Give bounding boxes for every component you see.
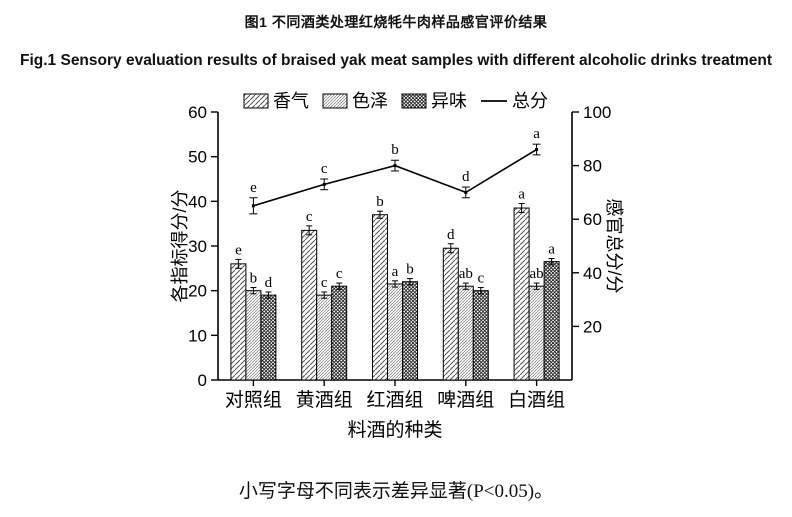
left-tick-label: 0: [198, 371, 207, 390]
legend-label-香气: 香气: [273, 91, 309, 111]
right-tick-label: 20: [583, 317, 602, 336]
bar-异味: [331, 285, 348, 381]
bar-色泽: [387, 283, 403, 381]
sig-letter-total: b: [391, 142, 399, 158]
sig-letter-异味: b: [406, 262, 414, 278]
legend-label-异味: 异味: [431, 91, 467, 111]
category-label: 啤酒组: [437, 389, 494, 411]
sig-letter-色泽: b: [250, 271, 258, 287]
sig-letter-香气: e: [235, 242, 242, 258]
line-marker: [251, 204, 255, 208]
sig-letter-异味: d: [265, 275, 273, 291]
left-tick-label: 60: [188, 103, 207, 122]
line-marker: [393, 164, 397, 168]
sig-letter-色泽: c: [321, 275, 328, 291]
x-axis-title: 料酒的种类: [347, 419, 442, 441]
sig-letter-香气: a: [518, 187, 525, 203]
right-tick-label: 100: [583, 103, 611, 122]
sig-letter-异味: c: [477, 271, 484, 287]
left-tick-label: 40: [188, 192, 207, 211]
sig-letter-total: a: [533, 126, 540, 142]
bar-异味: [402, 281, 418, 381]
legend-swatch-香气: [243, 93, 269, 109]
figure-title-en: Fig.1 Sensory evaluation results of brai…: [20, 52, 772, 69]
bar-色泽: [457, 285, 474, 381]
sig-letter-色泽: ab: [530, 266, 544, 282]
left-tick-label: 30: [188, 237, 207, 256]
sig-letter-色泽: ab: [459, 266, 473, 282]
left-tick-label: 50: [188, 148, 207, 167]
category-label: 白酒组: [508, 389, 565, 411]
legend-swatch-色泽: [322, 93, 348, 109]
left-tick-label: 10: [188, 326, 207, 345]
sig-letter-total: c: [321, 161, 328, 177]
bar-色泽: [528, 285, 545, 381]
category-label: 黄酒组: [296, 389, 353, 411]
left-tick-label: 20: [188, 282, 207, 301]
bar-色泽: [245, 290, 262, 381]
legend-label-色泽: 色泽: [352, 91, 388, 111]
sig-letter-异味: c: [336, 266, 343, 282]
bar-香气: [230, 263, 247, 381]
legend-label-total: 总分: [512, 91, 548, 111]
right-tick-label: 40: [583, 264, 602, 283]
left-axis-title: 各指标得分/分: [170, 189, 190, 302]
sig-letter-香气: d: [447, 227, 455, 243]
category-label: 对照组: [225, 389, 282, 411]
bar-香气: [372, 214, 388, 381]
right-tick-label: 60: [583, 210, 602, 229]
sig-letter-total: e: [250, 180, 257, 196]
figure-title-cn: 图1 不同酒类处理红烧牦牛肉样品感官评价结果: [244, 14, 548, 30]
bar-香气: [442, 247, 459, 381]
sig-letter-异味: a: [548, 242, 555, 258]
bar-香气: [513, 207, 530, 381]
significance-note: 小写字母不同表示差异显著(P<0.05)。: [238, 481, 554, 502]
bar-异味: [472, 290, 489, 381]
right-tick-label: 80: [583, 157, 602, 176]
bar-异味: [543, 261, 560, 381]
line-marker: [535, 148, 539, 152]
line-marker: [322, 182, 326, 186]
sig-letter-香气: b: [376, 194, 384, 210]
sig-letter-total: d: [462, 169, 470, 185]
bar-香气: [301, 229, 318, 381]
right-axis-title: 感官总分/分: [604, 198, 624, 293]
category-label: 红酒组: [366, 389, 423, 411]
bar-异味: [260, 294, 277, 381]
sig-letter-香气: c: [306, 209, 313, 225]
sig-letter-色泽: a: [392, 264, 399, 280]
line-marker: [464, 190, 468, 194]
legend-swatch-异味: [401, 93, 427, 109]
bar-色泽: [316, 294, 333, 381]
